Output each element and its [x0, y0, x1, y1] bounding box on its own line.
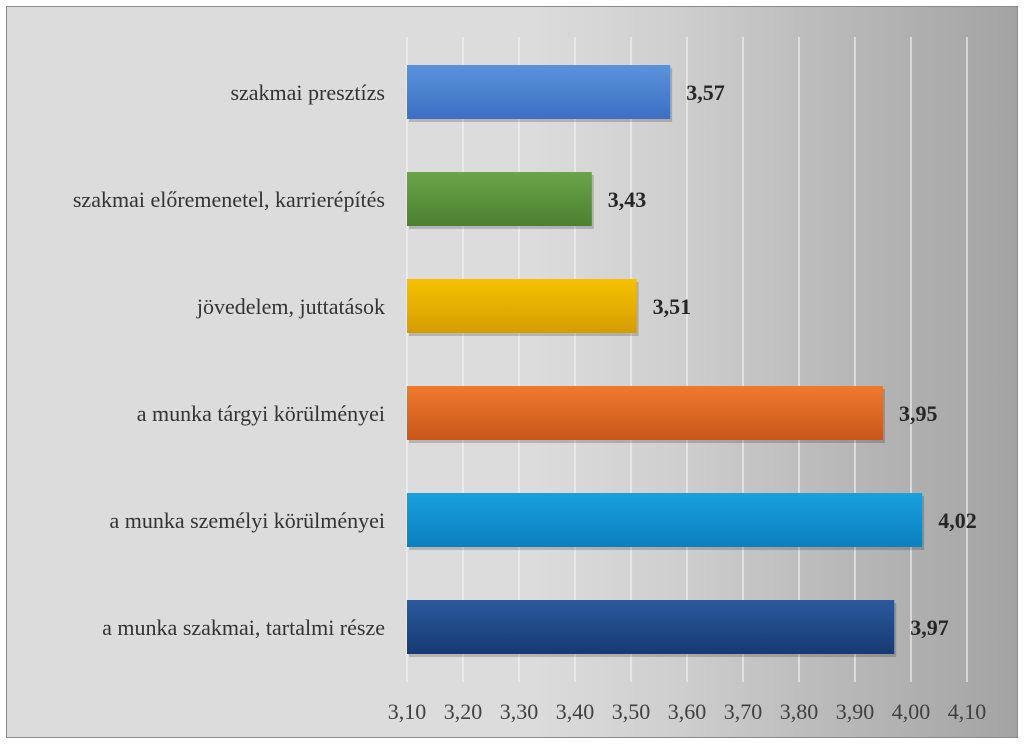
- category-label: a munka szakmai, tartalmi része: [102, 615, 385, 640]
- x-axis-tick-labels: 3,10 3,20 3,30 3,40 3,50 3,60 3,70 3,80 3,90 4,00…: [388, 699, 987, 724]
- category-label: a munka tárgyi körülményei: [137, 401, 385, 426]
- x-tick-label: 3,40: [556, 699, 595, 724]
- category-label: szakmai presztízs: [230, 80, 385, 105]
- bar: [407, 600, 895, 654]
- x-tick-label: 3,90: [836, 699, 875, 724]
- category-label: jövedelem, juttatások: [196, 294, 385, 319]
- x-tick-label: 3,10: [388, 699, 427, 724]
- value-label: 3,95: [899, 401, 938, 426]
- x-tick-label: 3,60: [668, 699, 707, 724]
- value-label: 3,97: [910, 615, 949, 640]
- x-tick-label: 3,50: [612, 699, 651, 724]
- category-label: szakmai előremenetel, karrierépítés: [73, 187, 385, 212]
- value-label: 3,43: [608, 187, 647, 212]
- bar: [407, 172, 592, 226]
- x-tick-label: 4,00: [892, 699, 931, 724]
- x-tick-label: 3,80: [780, 699, 819, 724]
- bars: [407, 65, 925, 657]
- value-label: 4,02: [938, 508, 977, 533]
- bar: [407, 493, 923, 547]
- x-tick-label: 4,10: [948, 699, 987, 724]
- x-tick-label: 3,30: [500, 699, 539, 724]
- bar: [407, 386, 883, 440]
- x-tick-label: 3,20: [444, 699, 483, 724]
- bar: [407, 279, 637, 333]
- x-tick-label: 3,70: [724, 699, 763, 724]
- value-labels: 3,57 3,43 3,51 3,95 4,02 3,97: [608, 80, 977, 640]
- value-label: 3,51: [653, 294, 692, 319]
- chart-area: szakmai presztízs szakmai előremenetel, k…: [6, 6, 1018, 738]
- bar-chart: szakmai presztízs szakmai előremenetel, k…: [73, 37, 987, 724]
- category-labels: szakmai presztízs szakmai előremenetel, k…: [73, 80, 385, 640]
- value-label: 3,57: [686, 80, 725, 105]
- bar: [407, 65, 671, 119]
- category-label: a munka személyi körülményei: [109, 508, 385, 533]
- gridlines: [406, 37, 968, 682]
